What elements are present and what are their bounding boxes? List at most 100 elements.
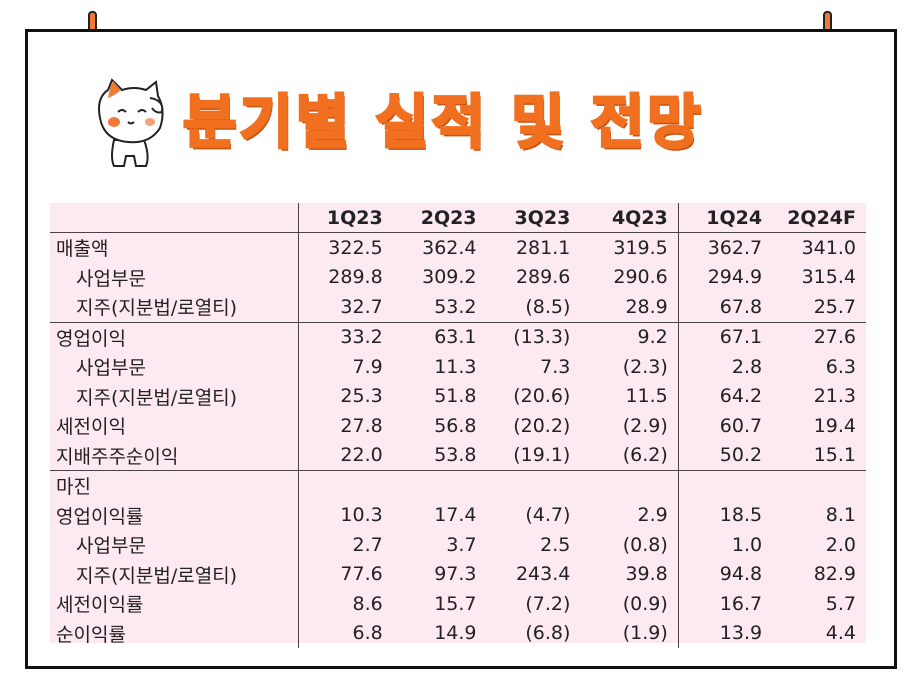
table-row: 순이익률 6.8 14.9 (6.8) (1.9) 13.9 4.4 [50, 618, 866, 648]
value-cell: 15.7 [434, 592, 477, 615]
value-cell: 27.8 [298, 411, 393, 441]
value-cell: 53.8 [392, 440, 487, 471]
value-cell: 319.5 [613, 236, 668, 259]
cat-mascot-icon [98, 78, 164, 167]
header-cell [50, 203, 299, 233]
value-cell [677, 470, 773, 501]
row-label: 매출액 [56, 238, 109, 261]
quarterly-results-table: 1Q23 2Q23 3Q23 4Q23 1Q24 2Q24F 매출액 322.5 3… [50, 203, 866, 648]
value-cell: 50.2 [677, 440, 773, 471]
value-cell: 28.9 [580, 292, 679, 323]
value-cell: 21.3 [813, 385, 856, 408]
value-cell: 14.9 [434, 622, 477, 645]
row-label: 사업부문 [76, 357, 146, 380]
table-row: 세전이익 27.8 56.8 (20.2) (2.9) 60.7 19.4 [50, 411, 866, 441]
row-label: 세전이익률 [56, 594, 144, 617]
value-cell: 341.0 [801, 236, 856, 259]
value-cell: (2.3) [622, 355, 668, 378]
value-cell: (2.9) [622, 414, 668, 437]
value-cell [772, 471, 866, 501]
value-cell: 64.2 [677, 381, 773, 411]
value-cell: 94.8 [677, 559, 773, 589]
financial-table-panel: 1Q23 2Q23 3Q23 4Q23 1Q24 2Q24F 매출액 322.5 3… [50, 203, 866, 648]
value-cell: 1.0 [677, 530, 773, 560]
value-cell: 362.4 [422, 236, 477, 259]
value-cell: 18.5 [677, 500, 773, 530]
value-cell: 11.5 [625, 385, 668, 408]
row-label: 사업부문 [76, 267, 146, 290]
table-row: 영업이익 33.2 63.1 (13.3) 9.2 67.1 27.6 [50, 322, 866, 352]
value-cell: 289.6 [515, 266, 571, 289]
table-row: 지주(지분법/로열티) 32.7 53.2 (8.5) 28.9 67.8 25.7 [50, 292, 866, 323]
value-cell: 309.2 [422, 266, 477, 289]
value-cell: 6.3 [825, 355, 856, 378]
row-label: 영업이익 [56, 327, 126, 350]
value-cell: 2.0 [825, 533, 856, 556]
value-cell [298, 470, 393, 501]
table-row: 세전이익률 8.6 15.7 (7.2) (0.9) 16.7 5.7 [50, 589, 866, 619]
value-cell: 294.9 [677, 262, 773, 292]
value-cell: 25.3 [298, 381, 393, 411]
value-cell: (7.2) [525, 592, 571, 615]
value-cell: (6.8) [525, 622, 571, 645]
row-label: 지배주주순이익 [50, 440, 299, 471]
value-cell [393, 471, 487, 501]
row-label: 지주(지분법/로열티) [76, 564, 238, 587]
value-cell: 8.1 [825, 504, 856, 527]
value-cell: 8.6 [298, 589, 393, 619]
header-cell: 2Q23 [392, 203, 487, 233]
value-cell: 2.7 [298, 530, 393, 560]
value-cell: 16.7 [677, 589, 773, 619]
value-cell: 33.2 [298, 322, 393, 352]
value-cell: (0.8) [622, 533, 668, 556]
value-cell: 51.8 [434, 385, 477, 408]
header-cell: 1Q24 [677, 203, 773, 233]
row-label: 순이익률 [56, 623, 126, 646]
page-title: 분기별 실적 및 전망 [181, 87, 704, 158]
value-cell: 315.4 [801, 266, 856, 289]
value-cell: 97.3 [434, 563, 477, 586]
value-cell: 10.3 [298, 500, 393, 530]
value-cell: 9.2 [637, 326, 668, 349]
value-cell: 27.6 [813, 326, 856, 349]
value-cell: 7.3 [540, 355, 571, 378]
value-cell: 4.4 [825, 622, 856, 645]
value-cell: 22.0 [298, 440, 393, 471]
table-row: 사업부문 289.8 309.2 289.6 290.6 294.9 315.4 [50, 262, 866, 292]
row-label: 지주(지분법/로열티) [76, 386, 238, 409]
value-cell: 77.6 [298, 559, 393, 589]
value-cell: (8.5) [486, 292, 581, 323]
value-cell: 67.1 [677, 322, 773, 352]
value-cell: 67.8 [677, 292, 773, 323]
row-label: 사업부문 [76, 535, 146, 558]
value-cell: 6.8 [298, 618, 393, 648]
value-cell: (6.2) [580, 440, 679, 471]
value-cell: 13.9 [677, 618, 773, 648]
value-cell: 243.4 [515, 563, 571, 586]
table-row: 사업부문 2.7 3.7 2.5 (0.8) 1.0 2.0 [50, 530, 866, 560]
header-cell: 2Q24F [772, 203, 866, 233]
value-cell [487, 471, 581, 501]
value-cell: 19.4 [813, 414, 856, 437]
row-label: 지주(지분법/로열티) [50, 292, 299, 323]
value-cell: 56.8 [434, 414, 477, 437]
header-cell: 3Q23 [486, 203, 581, 233]
table-row: 영업이익률 10.3 17.4 (4.7) 2.9 18.5 8.1 [50, 500, 866, 530]
value-cell: 25.7 [772, 292, 866, 323]
row-label: 영업이익률 [56, 505, 144, 528]
value-cell: 15.1 [772, 440, 866, 471]
table-row: 마진 [50, 470, 866, 501]
header-cell: 4Q23 [580, 203, 679, 233]
value-cell: (0.9) [622, 592, 668, 615]
value-cell: 3.7 [446, 533, 477, 556]
table-row: 지주(지분법/로열티) 25.3 51.8 (20.6) 11.5 64.2 21.3 [50, 381, 866, 411]
value-cell: 60.7 [677, 411, 773, 441]
table-header-row: 1Q23 2Q23 3Q23 4Q23 1Q24 2Q24F [50, 203, 866, 233]
value-cell: 322.5 [298, 232, 393, 263]
row-label: 마진 [56, 476, 91, 499]
value-cell: 2.5 [540, 533, 571, 556]
value-cell: 5.7 [825, 592, 856, 615]
value-cell: (20.2) [513, 414, 571, 437]
table-row: 매출액 322.5 362.4 281.1 319.5 362.7 341.0 [50, 232, 866, 263]
value-cell: 63.1 [434, 326, 477, 349]
